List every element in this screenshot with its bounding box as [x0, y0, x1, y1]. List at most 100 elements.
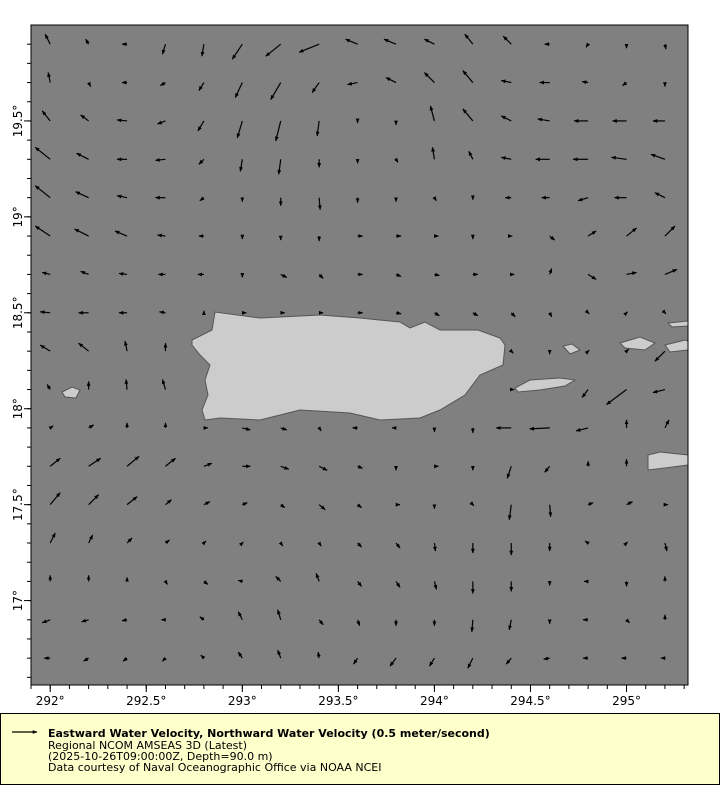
- velocity-arrow: [165, 457, 176, 467]
- velocity-arrow: [116, 194, 128, 199]
- land-puerto-rico: [191, 311, 506, 421]
- y-tick-label: 18.5°: [11, 296, 25, 329]
- velocity-arrow: [500, 79, 512, 84]
- x-tick-label: 295°: [612, 694, 641, 708]
- velocity-arrow: [469, 501, 475, 507]
- velocity-arrow: [606, 389, 627, 406]
- velocity-arrow: [278, 541, 284, 547]
- velocity-arrow: [356, 503, 362, 509]
- legend-time-depth: (2025-10-26T09:00:00Z, Depth=90.0 m): [48, 750, 273, 763]
- velocity-arrow: [434, 311, 440, 317]
- land-mona-island: [61, 386, 81, 399]
- velocity-arrow: [508, 348, 514, 354]
- velocity-arrow: [86, 81, 92, 87]
- velocity-arrow: [395, 581, 401, 588]
- velocity-arrow: [317, 541, 322, 547]
- velocity-arrow: [237, 579, 243, 584]
- velocity-arrow: [88, 424, 95, 429]
- y-tick-label: 17.5°: [11, 488, 25, 521]
- x-tick-label: 294.5°: [510, 694, 550, 708]
- velocity-arrow: [464, 33, 474, 45]
- velocity-arrow: [118, 272, 128, 276]
- velocity-arrow: [664, 268, 678, 275]
- velocity-arrow: [468, 150, 474, 160]
- y-tick-label: 19.5°: [11, 105, 25, 138]
- velocity-arrow: [584, 349, 590, 355]
- velocity-arrow: [500, 115, 512, 122]
- velocity-arrow: [231, 43, 243, 60]
- velocity-arrow: [34, 225, 51, 237]
- velocity-arrow: [389, 657, 397, 667]
- velocity-arrow: [159, 310, 166, 315]
- velocity-arrow: [548, 267, 553, 275]
- velocity-arrow: [508, 619, 512, 631]
- velocity-arrow: [318, 619, 324, 626]
- velocity-arrow: [544, 465, 551, 473]
- velocity-arrow: [395, 542, 401, 549]
- velocity-arrow: [124, 379, 129, 390]
- velocity-arrow: [587, 230, 597, 237]
- legend: Eastward Water Velocity, Northward Water…: [0, 713, 720, 785]
- velocity-arrow: [198, 82, 205, 91]
- velocity-arrow: [48, 425, 54, 430]
- velocity-arrow: [47, 72, 51, 83]
- velocity-arrow: [277, 159, 282, 175]
- velocity-arrow: [277, 649, 282, 659]
- velocity-arrow: [543, 656, 550, 661]
- velocity-arrow: [203, 580, 209, 585]
- velocity-arrow: [654, 192, 666, 199]
- velocity-arrow: [80, 114, 89, 122]
- velocity-arrow: [577, 197, 589, 202]
- velocity-arrow: [162, 656, 167, 662]
- velocity-arrow: [265, 43, 282, 57]
- x-tick-label: 294°: [420, 694, 449, 708]
- velocity-arrow: [116, 118, 128, 123]
- velocity-arrow: [585, 42, 591, 48]
- velocity-arrow: [587, 502, 594, 507]
- velocity-arrow: [157, 120, 166, 125]
- velocity-arrow: [88, 457, 102, 467]
- velocity-arrow: [203, 501, 211, 506]
- velocity-arrow: [664, 542, 668, 552]
- velocity-arrow: [548, 312, 553, 318]
- velocity-arrow: [575, 427, 589, 432]
- velocity-arrow: [431, 146, 436, 160]
- velocity-arrow: [242, 426, 251, 431]
- velocity-arrow: [74, 228, 89, 237]
- plot-frame: [30, 24, 689, 686]
- velocity-arrow: [664, 419, 670, 429]
- velocity-arrow: [237, 651, 243, 659]
- velocity-arrow: [317, 426, 322, 432]
- legend-credit: Data courtesy of Naval Oceanographic Off…: [48, 761, 382, 774]
- velocity-arrow: [239, 159, 243, 172]
- velocity-arrow: [203, 462, 213, 467]
- y-tick-label: 17°: [11, 590, 25, 611]
- velocity-arrow: [581, 80, 589, 85]
- velocity-arrow: [584, 540, 590, 546]
- velocity-arrow: [164, 539, 170, 545]
- velocity-arrow: [423, 38, 435, 45]
- velocity-arrow: [234, 82, 243, 98]
- velocity-arrow: [624, 348, 629, 354]
- velocity-arrow: [238, 541, 244, 547]
- velocity-arrow: [46, 384, 52, 390]
- velocity-arrow: [357, 542, 363, 548]
- x-tick-label: 292°: [36, 694, 65, 708]
- legend-title: Eastward Water Velocity, Northward Water…: [48, 727, 490, 740]
- velocity-arrow: [625, 618, 630, 624]
- velocity-arrow: [626, 227, 637, 237]
- velocity-arrow: [537, 117, 550, 122]
- velocity-arrow: [83, 657, 89, 662]
- velocity-arrow: [275, 575, 282, 582]
- vector-layer: [34, 33, 678, 669]
- velocity-arrow: [395, 273, 402, 277]
- velocity-arrow: [41, 110, 51, 122]
- velocity-arrow: [661, 309, 667, 315]
- velocity-arrow: [506, 466, 512, 479]
- velocity-arrow: [280, 503, 286, 509]
- velocity-arrow: [318, 273, 324, 279]
- velocity-arrow: [126, 537, 133, 544]
- reference-arrow-icon: [12, 730, 38, 734]
- velocity-arrow: [126, 455, 140, 467]
- velocity-arrow: [199, 616, 205, 621]
